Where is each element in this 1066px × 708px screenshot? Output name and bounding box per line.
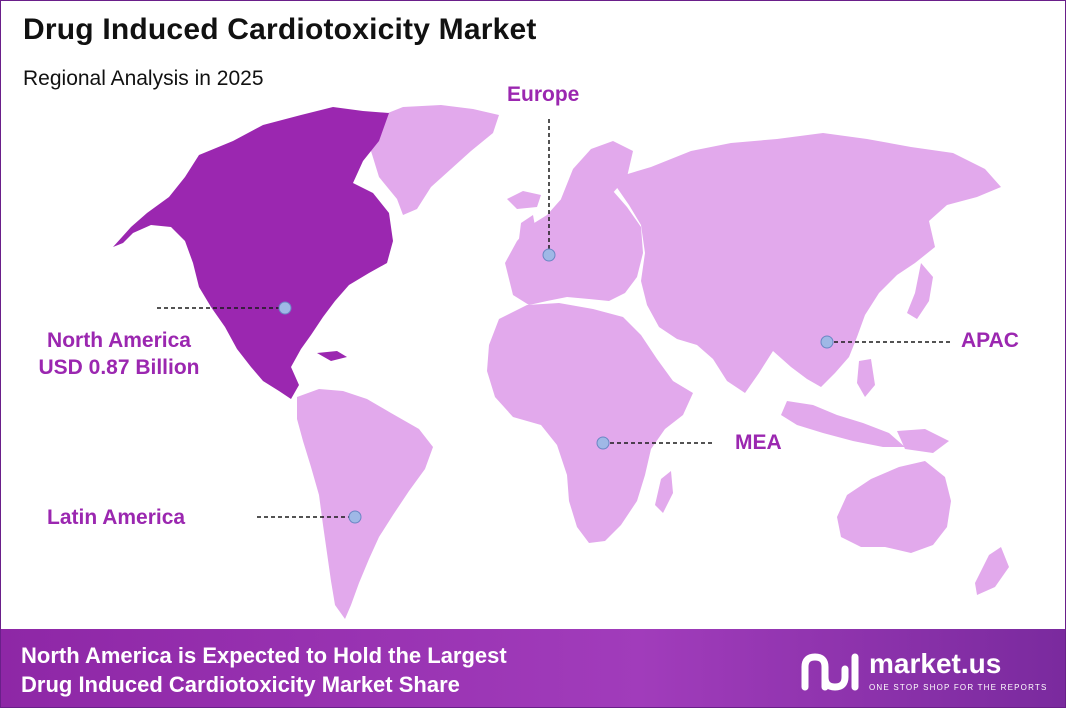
land-caribbean — [317, 351, 347, 361]
footer-message: North America is Expected to Hold the La… — [21, 641, 507, 699]
mea-label: MEA — [735, 431, 782, 454]
land-scandinavia — [561, 141, 633, 227]
land-greenland — [371, 105, 499, 215]
land-iceland — [507, 191, 541, 209]
land-new-zealand — [975, 547, 1009, 595]
north-america-label: North America USD 0.87 Billion — [19, 327, 219, 381]
footer-line-1: North America is Expected to Hold the La… — [21, 643, 507, 668]
land-africa — [487, 303, 693, 543]
land-north-america — [113, 107, 393, 399]
page-subtitle: Regional Analysis in 2025 — [23, 67, 264, 90]
land-uk — [519, 215, 537, 247]
market-us-logo: market.us ONE STOP SHOP FOR THE REPORTS — [799, 647, 1049, 697]
mea-marker — [596, 436, 610, 450]
north-america-name: North America — [47, 329, 191, 352]
land-philippines — [857, 359, 875, 397]
land-indonesia — [781, 401, 905, 447]
europe-marker — [542, 248, 556, 262]
land-new-guinea — [897, 429, 949, 453]
apac-marker — [820, 335, 834, 349]
north-america-value: USD 0.87 Billion — [38, 356, 200, 379]
land-australia — [837, 461, 951, 553]
page-title: Drug Induced Cardiotoxicity Market — [23, 13, 537, 46]
land-japan — [907, 263, 933, 319]
logo-tagline: ONE STOP SHOP FOR THE REPORTS — [869, 683, 1048, 692]
footer-line-2: Drug Induced Cardiotoxicity Market Share — [21, 672, 460, 697]
land-europe — [505, 183, 643, 305]
logo-name: market.us — [869, 648, 1002, 679]
land-madagascar — [655, 471, 673, 513]
latin-america-label: Latin America — [47, 506, 186, 529]
footer-banner: North America is Expected to Hold the La… — [1, 629, 1065, 707]
apac-label: APAC — [961, 329, 1019, 352]
europe-label: Europe — [507, 83, 580, 106]
world-map — [113, 105, 1009, 619]
north-america-marker — [278, 301, 292, 315]
market-us-logo-icon — [801, 653, 859, 691]
land-south-america — [297, 389, 433, 619]
land-asia — [611, 133, 1001, 393]
latin-america-marker — [348, 510, 362, 524]
